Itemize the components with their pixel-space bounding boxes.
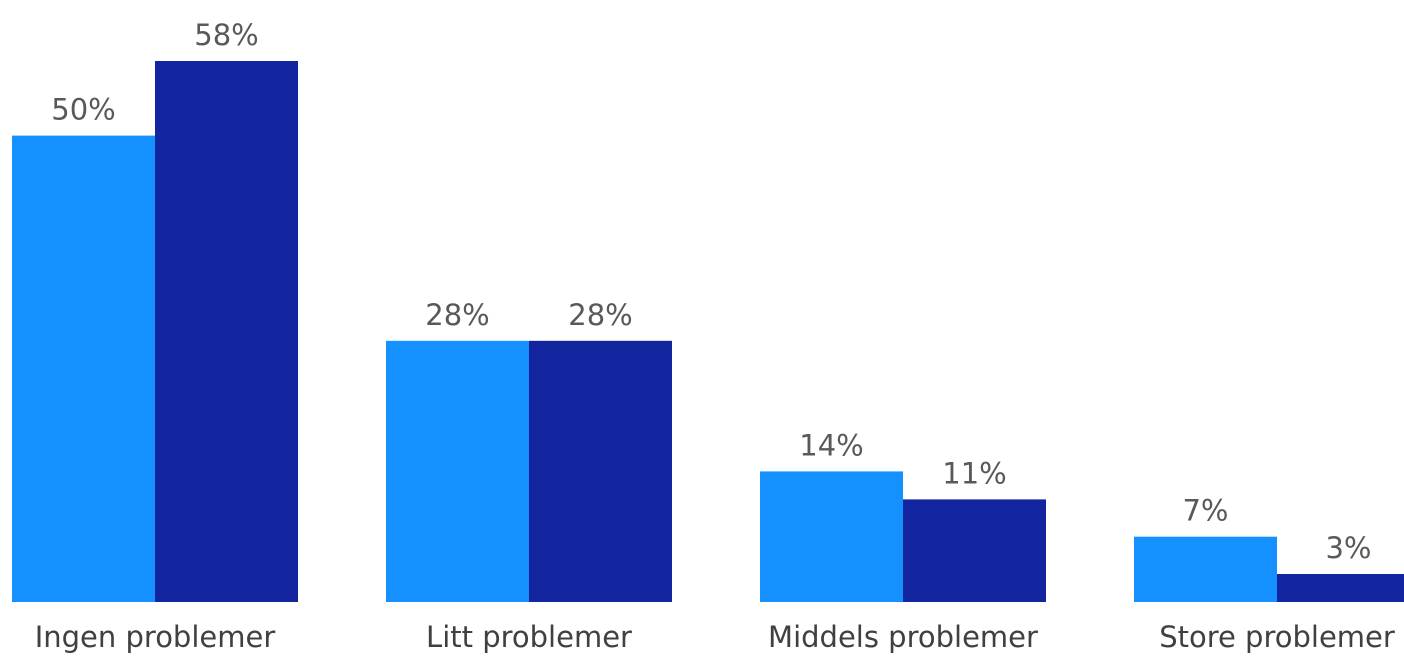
bar-1-series-0 — [386, 340, 529, 602]
category-labels-group: Ingen problemer Litt problemer Middels pro… — [35, 620, 1395, 654]
bars-group — [12, 61, 1404, 602]
bar-1-series-1 — [529, 340, 672, 602]
data-labels-group: 50% 58% 28% 28% 14% 11% 7% 3% — [51, 18, 1371, 565]
data-label-2-series-1: 11% — [942, 456, 1006, 490]
data-label-0-series-1: 58% — [194, 18, 258, 52]
bar-2-series-1 — [903, 499, 1046, 602]
category-label-3: Store problemer — [1159, 620, 1395, 654]
bar-2-series-0 — [760, 471, 903, 602]
bar-0-series-1 — [155, 61, 298, 602]
category-label-0: Ingen problemer — [35, 620, 276, 654]
data-label-3-series-1: 3% — [1325, 531, 1371, 565]
category-label-2: Middels problemer — [768, 620, 1038, 654]
data-label-0-series-0: 50% — [51, 93, 115, 127]
bar-0-series-0 — [12, 135, 155, 602]
data-label-3-series-0: 7% — [1182, 494, 1228, 528]
bar-3-series-1 — [1277, 574, 1404, 602]
category-label-1: Litt problemer — [426, 620, 632, 654]
bar-3-series-0 — [1134, 536, 1277, 602]
data-label-2-series-0: 14% — [799, 428, 863, 462]
data-label-1-series-0: 28% — [425, 298, 489, 332]
data-label-1-series-1: 28% — [568, 298, 632, 332]
